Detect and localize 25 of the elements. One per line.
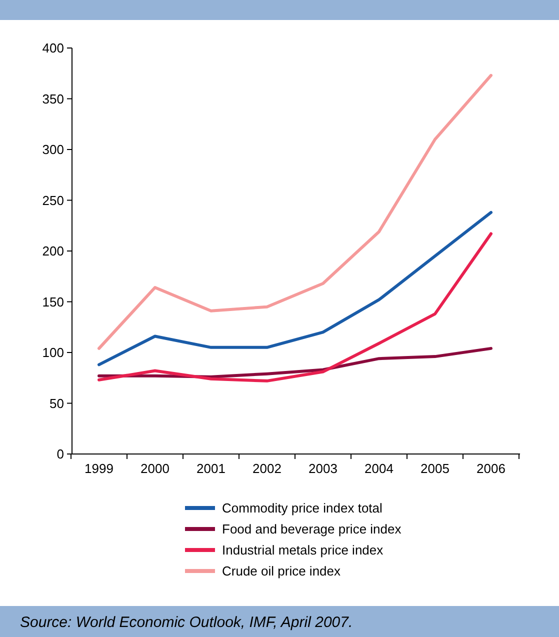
x-tick-label: 2002 <box>252 461 282 476</box>
x-tick-label: 2003 <box>308 461 338 476</box>
line-series <box>98 74 492 350</box>
line-series <box>98 210 492 366</box>
y-tick-label: 250 <box>42 192 64 208</box>
y-tick-label: 300 <box>42 142 64 158</box>
y-tick-label: 350 <box>42 91 64 106</box>
legend-label: Commodity price index total <box>222 500 383 516</box>
source-note: Source: World Economic Outlook, IMF, April 2007. <box>20 614 353 631</box>
y-tick-label: 400 <box>42 40 64 56</box>
y-tick-label: 200 <box>42 244 64 259</box>
line-series <box>98 232 492 382</box>
y-tick-label: 50 <box>50 396 64 411</box>
x-tick-label: 2005 <box>420 461 450 476</box>
x-tick-label: 2000 <box>140 461 170 476</box>
legend-label: Industrial metals price index <box>222 542 384 558</box>
y-tick-label: 150 <box>42 294 64 310</box>
x-tick-label: 1999 <box>84 461 114 476</box>
x-tick-label: 2001 <box>196 461 226 476</box>
x-tick-label: 2006 <box>476 461 506 476</box>
legend-label: Food and beverage price index <box>222 522 402 537</box>
y-tick-label: 0 <box>56 446 64 462</box>
y-tick-label: 100 <box>42 345 64 360</box>
legend-label: Crude oil price index <box>222 564 342 579</box>
x-tick-label: 2004 <box>364 461 394 476</box>
